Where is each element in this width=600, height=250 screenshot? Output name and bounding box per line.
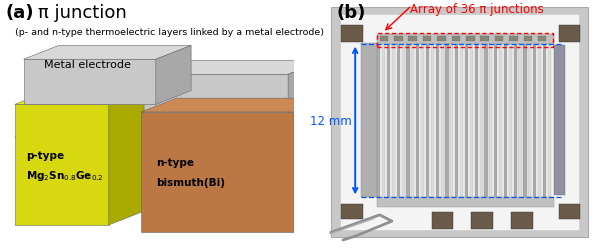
Polygon shape [127,75,288,120]
Bar [489,44,493,198]
Bar [509,44,512,198]
Polygon shape [294,99,329,232]
Bar [421,44,424,198]
Polygon shape [15,91,144,105]
Bar [377,198,554,207]
Bar [426,44,429,198]
Bar [511,212,533,229]
Polygon shape [109,91,144,225]
Text: n-type: n-type [156,158,194,168]
Polygon shape [141,112,294,232]
Bar [518,44,521,198]
Text: Array of 36 π junctions: Array of 36 π junctions [410,2,544,16]
Bar [406,44,410,198]
Text: p-type: p-type [26,150,65,160]
Bar [423,36,431,42]
Bar [504,44,507,198]
Bar [416,44,419,198]
Bar [340,15,578,230]
Bar [412,44,415,198]
Bar [361,44,377,198]
Text: 12 mm: 12 mm [310,114,352,128]
Bar [382,44,385,198]
Bar [445,44,449,198]
Bar [331,8,588,237]
Polygon shape [15,105,109,225]
Bar [548,44,551,198]
Bar [440,44,444,198]
Bar [431,44,434,198]
Bar [472,212,493,229]
Bar [409,36,417,42]
Bar [495,36,503,42]
Bar [470,44,473,198]
Bar [436,44,439,198]
Bar [394,36,403,42]
Polygon shape [23,60,156,105]
Text: π junction: π junction [38,4,127,22]
Bar [341,26,363,42]
Bar [538,36,547,42]
Bar [554,46,565,195]
Bar [543,44,546,198]
Polygon shape [288,61,323,120]
Bar [559,26,580,42]
Bar [523,36,532,42]
Bar [484,44,488,198]
Bar [380,36,388,42]
Bar [392,44,395,198]
Text: (b): (b) [337,4,366,22]
Bar [509,36,518,42]
Bar [559,204,580,219]
Bar [479,44,482,198]
Bar [514,44,517,198]
Bar [387,44,390,198]
Bar [377,34,553,48]
Bar [377,44,380,198]
Bar [475,44,478,198]
Bar [401,44,405,198]
Bar [481,36,489,42]
Polygon shape [127,61,323,75]
Text: Metal electrode: Metal electrode [44,60,131,70]
Bar [452,36,460,42]
Bar [450,44,454,198]
Bar [460,44,463,198]
Bar [538,44,541,198]
Text: (p- and n-type thermoelectric layers linked by a metal electrode): (p- and n-type thermoelectric layers lin… [15,28,324,36]
Polygon shape [156,46,191,105]
Polygon shape [23,46,191,60]
Bar [397,44,400,198]
Bar [528,44,532,198]
Bar [523,44,527,198]
Bar [465,44,468,198]
Polygon shape [141,99,329,112]
Polygon shape [15,132,293,138]
Text: (a): (a) [6,4,34,22]
Bar [455,44,458,198]
Bar [377,35,554,44]
Text: bismuth(Bi): bismuth(Bi) [156,178,225,188]
Text: Mg$_2$Sn$_{0.8}$Ge$_{0.2}$: Mg$_2$Sn$_{0.8}$Ge$_{0.2}$ [26,168,104,182]
Bar [437,36,446,42]
Bar [494,44,497,198]
Bar [466,36,475,42]
Bar [432,212,453,229]
Bar [533,44,536,198]
Bar [341,204,363,219]
Bar [499,44,502,198]
